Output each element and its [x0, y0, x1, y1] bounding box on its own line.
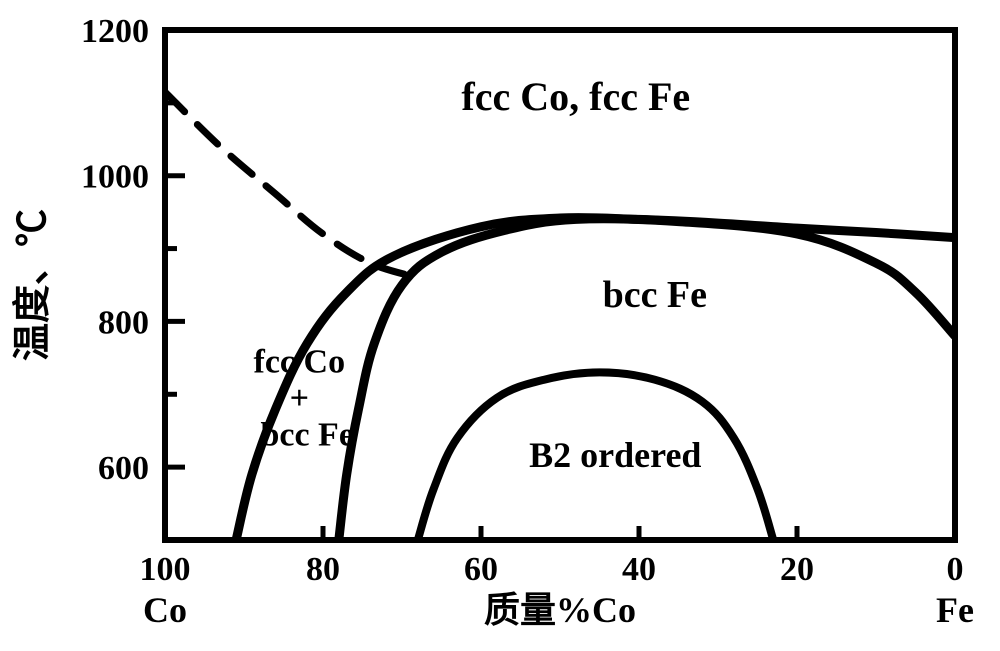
region-fcc-co-line1: fcc Co: [254, 343, 346, 380]
x-end-label-left: Co: [143, 590, 187, 630]
y-tick-label: 1200: [81, 13, 149, 50]
x-tick-label: 80: [306, 551, 340, 588]
y-tick-label: 800: [98, 304, 149, 341]
y-tick-label: 600: [98, 450, 149, 487]
x-tick-label: 40: [622, 551, 656, 588]
phase-diagram: 600 800 1000 1200 温度、℃ 100 80 60 40 20 0 质量%Co Co Fe f…: [0, 0, 1000, 651]
y-tick-label: 1000: [81, 159, 149, 196]
region-fcc-co-line2: bcc Fe: [260, 416, 353, 453]
region-fcc-co-plus: +: [290, 380, 309, 417]
y-axis-title: 温度、℃: [12, 209, 54, 361]
region-b2-ordered: B2 ordered: [529, 435, 701, 475]
region-bcc-fe: bcc Fe: [603, 274, 707, 316]
curve-dashed-boundary: [165, 92, 418, 278]
x-tick-label: 100: [140, 551, 191, 588]
region-fcc-top: fcc Co, fcc Fe: [461, 74, 690, 119]
x-tick-label: 60: [464, 551, 498, 588]
x-end-label-right: Fe: [936, 590, 974, 630]
x-tick-label: 20: [780, 551, 814, 588]
x-axis-title: 质量%Co: [484, 590, 636, 630]
x-tick-label: 0: [947, 551, 964, 588]
